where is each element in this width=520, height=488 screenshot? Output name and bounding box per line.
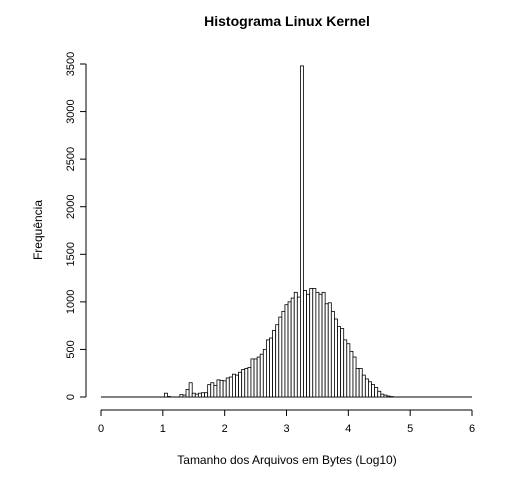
histogram-bar [383, 394, 388, 398]
histogram-bar [253, 358, 258, 398]
y-tick-label: 2000 [65, 194, 77, 218]
histogram-bar [266, 339, 270, 398]
histogram-bar [281, 310, 286, 398]
histogram-bar [275, 324, 280, 398]
histogram-bar [207, 384, 212, 398]
histogram-bar [182, 394, 187, 398]
histogram-bar [303, 290, 307, 398]
histogram-bar [364, 378, 369, 398]
x-tick-label: 0 [98, 423, 104, 435]
histogram-bar [188, 382, 193, 398]
histogram-bar [340, 328, 345, 398]
x-axis-label: Tamanho dos Arquivos em Bytes (Log10) [177, 453, 396, 467]
histogram-bar [204, 392, 209, 398]
x-tick-label: 3 [283, 423, 289, 435]
histogram-bars [101, 65, 472, 398]
histogram-bar [191, 392, 196, 398]
histogram-bar [321, 291, 326, 398]
x-axis: 0 1 2 3 4 5 6 [98, 409, 475, 435]
histogram-bar [219, 379, 224, 398]
histogram-bar [371, 384, 376, 398]
histogram-bar [330, 310, 335, 398]
histogram-bar [293, 291, 298, 398]
histogram-bar [334, 318, 338, 398]
histogram-bar [290, 297, 295, 398]
histogram-bar [213, 385, 218, 398]
histogram-bar [222, 380, 227, 398]
x-tick-label: 4 [345, 423, 351, 435]
histogram-bar [163, 392, 168, 398]
histogram-bar [315, 291, 320, 398]
y-tick-label: 1500 [65, 242, 77, 266]
histogram-bar [287, 301, 292, 398]
histogram-bar [225, 377, 230, 398]
histogram-bar [352, 356, 357, 398]
y-tick-label: 0 [65, 394, 77, 400]
histogram-bar [272, 329, 277, 398]
histogram-bar [349, 350, 354, 398]
histogram-bar [380, 393, 385, 398]
y-tick-label: 3000 [65, 99, 77, 123]
x-tick-label: 5 [407, 423, 413, 435]
histogram-bar [201, 392, 205, 398]
histogram-bar [244, 368, 249, 398]
histogram-bar [324, 303, 329, 398]
histogram-bar [210, 382, 215, 398]
histogram-bar [256, 356, 261, 398]
histogram-bar [346, 343, 351, 398]
y-axis: 0 500 1000 1500 2000 2500 3000 3500 [65, 52, 87, 400]
histogram-bar [179, 394, 184, 398]
histogram-bar [337, 326, 342, 398]
histogram-bar [185, 388, 190, 398]
histogram-bar [197, 392, 202, 398]
histogram-bar [306, 293, 311, 398]
histogram-bar [235, 374, 239, 398]
histogram-bar [368, 381, 372, 398]
histogram-bar [361, 374, 366, 398]
histogram-bar [262, 349, 267, 398]
y-tick-label: 500 [65, 340, 77, 358]
histogram-bar [343, 339, 348, 398]
histogram-bar [228, 376, 233, 398]
y-tick-label: 1000 [65, 290, 77, 314]
histogram-bar [358, 368, 363, 398]
histogram-bar [312, 288, 317, 398]
histogram-bar [194, 393, 199, 398]
histogram-bar [377, 390, 382, 398]
histogram-bar [247, 367, 252, 398]
histogram-bar [327, 302, 332, 398]
y-tick-label: 3500 [65, 52, 77, 76]
histogram-bar [241, 369, 246, 398]
histogram-bar [300, 65, 304, 398]
histogram-bar [318, 293, 323, 398]
histogram-bar [231, 373, 236, 398]
histogram-bar [269, 337, 273, 398]
histogram-bar [374, 387, 379, 398]
histogram-bar [309, 288, 314, 398]
histogram-bar [296, 296, 301, 398]
histogram-bar [216, 379, 221, 398]
histogram-bar [278, 316, 283, 398]
histogram-bar [284, 304, 289, 398]
y-tick-label: 2500 [65, 147, 77, 171]
chart-title: Histograma Linux Kernel [204, 13, 370, 29]
histogram-bar [250, 358, 255, 398]
x-tick-label: 2 [222, 423, 228, 435]
histogram-bar [386, 395, 391, 398]
histogram-bar [238, 371, 243, 398]
x-tick-label: 6 [469, 423, 475, 435]
histogram-bar [259, 353, 264, 398]
y-axis-label: Frequência [31, 200, 45, 260]
histogram-bar [355, 368, 360, 398]
x-tick-label: 1 [160, 423, 166, 435]
